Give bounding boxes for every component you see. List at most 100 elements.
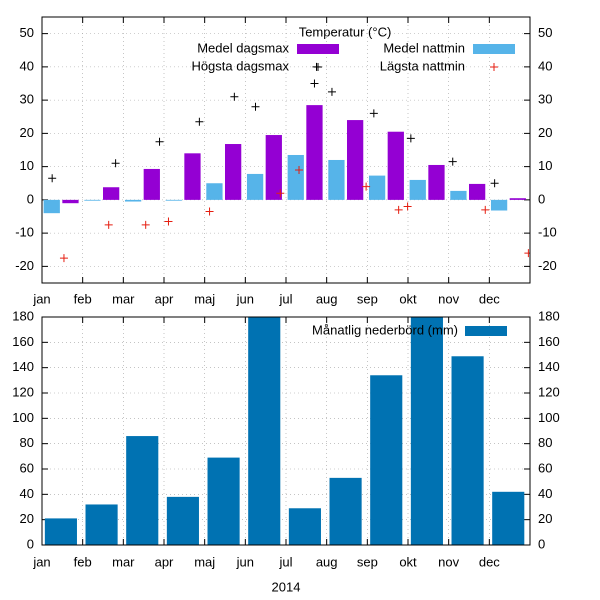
point xyxy=(403,202,412,211)
y2-tick-label: -20 xyxy=(538,258,557,273)
plot-area xyxy=(43,62,530,263)
y-tick-label: 140 xyxy=(12,359,34,374)
y-tick-label: 30 xyxy=(20,92,34,107)
point xyxy=(104,220,113,229)
bar xyxy=(409,179,426,200)
x-tick-label: apr xyxy=(155,554,174,569)
legend-swatch xyxy=(465,326,507,336)
x-tick-label: nov xyxy=(438,291,459,306)
x-tick-label: mar xyxy=(112,554,135,569)
bar xyxy=(85,504,118,545)
bar xyxy=(225,144,242,200)
x-tick-label: nov xyxy=(438,554,459,569)
y2-tick-label: 10 xyxy=(538,158,552,173)
y2-tick-label: 40 xyxy=(538,58,552,73)
x-tick-label: jul xyxy=(278,291,292,306)
y2-tick-label: 60 xyxy=(538,460,552,475)
legend-label: Månatlig nederbörd (mm) xyxy=(312,322,458,337)
y2-tick-label: 20 xyxy=(538,125,552,140)
bar xyxy=(469,183,486,200)
bar xyxy=(387,131,404,200)
x-tick-label: jun xyxy=(236,554,254,569)
point xyxy=(205,207,214,216)
point xyxy=(295,165,304,174)
plot-frame xyxy=(41,316,531,546)
point xyxy=(394,205,403,214)
bar xyxy=(265,135,282,200)
bar xyxy=(126,436,159,545)
legend-label: Högsta dagsmax xyxy=(191,58,289,73)
point xyxy=(490,179,499,188)
x-tick-label: maj xyxy=(194,554,215,569)
x-tick-label: sep xyxy=(357,291,378,306)
point xyxy=(48,174,57,183)
y-tick-label: 10 xyxy=(20,158,34,173)
bar xyxy=(84,199,101,201)
y-tick-label: 120 xyxy=(12,384,34,399)
y2-tick-label: 30 xyxy=(538,92,552,107)
legend-title: Temperatur (°C) xyxy=(299,24,392,39)
x-tick-label: feb xyxy=(74,554,92,569)
y-tick-label: 100 xyxy=(12,410,34,425)
point xyxy=(448,157,457,166)
x-tick-label: sep xyxy=(357,554,378,569)
point xyxy=(276,189,285,198)
bar xyxy=(329,477,362,545)
y-tick-label: 160 xyxy=(12,334,34,349)
legend-label: Medel dagsmax xyxy=(197,40,289,55)
bar xyxy=(166,496,199,545)
bar xyxy=(103,187,120,200)
point xyxy=(369,109,378,118)
y2-tick-label: 20 xyxy=(538,511,552,526)
plot-frame xyxy=(41,16,531,284)
y2-tick-label: 80 xyxy=(538,435,552,450)
point xyxy=(327,87,336,96)
bar xyxy=(370,375,403,545)
bar xyxy=(347,120,364,200)
bar xyxy=(44,518,77,545)
bar xyxy=(143,168,160,200)
legend-marker xyxy=(490,63,498,71)
bar xyxy=(492,491,525,545)
plot-area xyxy=(44,317,525,545)
bar xyxy=(288,508,321,545)
bar xyxy=(368,175,386,200)
x-tick-label: mar xyxy=(112,291,135,306)
point xyxy=(406,134,415,143)
bar xyxy=(428,164,445,200)
bar xyxy=(207,457,240,545)
y2-tick-label: 0 xyxy=(538,536,545,551)
x-tick-label: maj xyxy=(194,291,215,306)
bar xyxy=(184,153,201,200)
y2-tick-label: 50 xyxy=(538,25,552,40)
y2-tick-label: 180 xyxy=(538,308,560,323)
x-tick-label: jun xyxy=(236,291,254,306)
y2-tick-label: -10 xyxy=(538,225,557,240)
x-tick-label: jul xyxy=(278,554,292,569)
y-tick-label: 20 xyxy=(20,125,34,140)
point xyxy=(141,220,150,229)
legend-swatch xyxy=(297,44,339,54)
y-tick-label: 20 xyxy=(20,511,34,526)
x-tick-label: aug xyxy=(316,291,338,306)
x-tick-label: jan xyxy=(32,554,50,569)
bar xyxy=(124,199,142,202)
bar xyxy=(248,317,281,545)
x-tick-label: dec xyxy=(479,291,500,306)
point xyxy=(164,217,173,226)
x-axis-label: 2014 xyxy=(272,579,301,594)
bar xyxy=(206,183,223,200)
point xyxy=(59,254,68,263)
point xyxy=(195,117,204,126)
y2-tick-label: 120 xyxy=(538,384,560,399)
y-tick-label: -20 xyxy=(15,258,34,273)
y-tick-label: 40 xyxy=(20,486,34,501)
y-tick-label: 0 xyxy=(27,536,34,551)
legend-label: Lägsta nattmin xyxy=(380,58,465,73)
legend-label: Medel nattmin xyxy=(383,40,465,55)
bar xyxy=(43,199,60,214)
point xyxy=(251,102,260,111)
point xyxy=(481,205,490,214)
y-tick-label: 50 xyxy=(20,25,34,40)
